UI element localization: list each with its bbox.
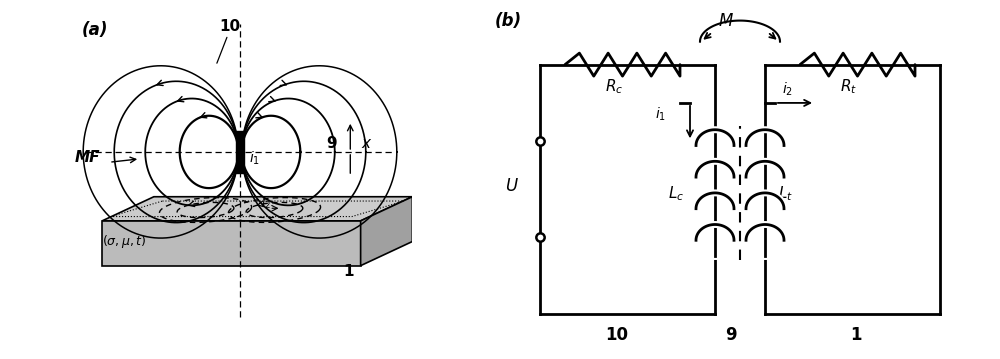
Text: $R_c$: $R_c$	[605, 78, 623, 96]
Polygon shape	[361, 197, 412, 266]
Text: $i_1$: $i_1$	[655, 105, 666, 123]
Text: 1: 1	[850, 326, 862, 344]
Text: 1: 1	[343, 264, 354, 279]
Text: 9: 9	[725, 326, 737, 344]
Text: $x$: $x$	[361, 136, 372, 151]
Text: $L_c$: $L_c$	[668, 185, 684, 203]
Text: $L_t$: $L_t$	[778, 185, 792, 203]
Text: $i_2$: $i_2$	[782, 80, 794, 98]
Text: 9: 9	[326, 136, 337, 151]
Text: $R_t$: $R_t$	[840, 78, 857, 96]
Text: 10: 10	[605, 326, 628, 344]
Text: $(\sigma,\mu,t)$: $(\sigma,\mu,t)$	[102, 233, 146, 250]
Text: 10: 10	[219, 19, 240, 34]
Text: (a): (a)	[81, 21, 108, 39]
Text: $i_1$: $i_1$	[249, 149, 260, 167]
Text: $U$: $U$	[505, 177, 519, 195]
Text: (b): (b)	[495, 12, 522, 30]
Polygon shape	[102, 197, 412, 221]
Text: $i_2$: $i_2$	[261, 195, 271, 211]
Polygon shape	[102, 221, 361, 266]
Text: $M$: $M$	[718, 12, 733, 30]
Text: MF: MF	[75, 150, 100, 165]
